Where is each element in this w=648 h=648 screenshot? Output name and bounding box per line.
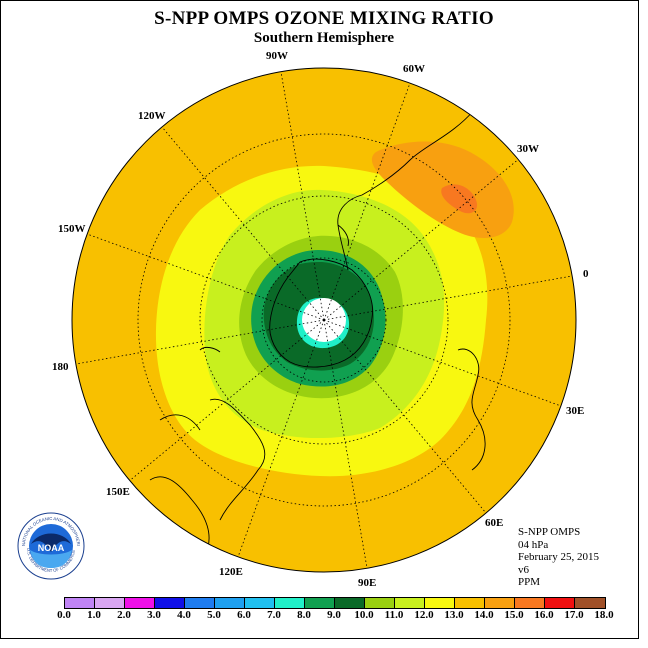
colorbar-tick-label: 0.0	[57, 609, 71, 621]
map-boundary	[71, 67, 577, 573]
info-units: PPM	[518, 576, 541, 588]
colorbar-swatch	[245, 598, 275, 608]
figure-frame	[0, 0, 639, 639]
colorbar-swatch	[125, 598, 155, 608]
map-title: S-NPP OMPS OZONE MIXING RATIO	[154, 8, 494, 29]
colorbar-tick-label: 7.0	[267, 609, 281, 621]
lon-label-30e: 30E	[566, 405, 585, 417]
colorbar-tick-label: 1.0	[87, 609, 101, 621]
colorbar-tick-label: 2.0	[117, 609, 131, 621]
lon-label-0: 0	[583, 268, 589, 280]
colorbar-tick-label: 6.0	[237, 609, 251, 621]
colorbar-tick-label: 12.0	[414, 609, 434, 621]
colorbar-swatch	[365, 598, 395, 608]
colorbar-swatch	[155, 598, 185, 608]
lon-label-90e: 90E	[358, 577, 377, 589]
contour-16ppm	[441, 184, 478, 214]
lon-label-150e: 150E	[106, 486, 130, 498]
colorbar-swatch	[185, 598, 215, 608]
lon-label-120w: 120W	[138, 110, 166, 122]
lon-label-120e: 120E	[219, 566, 243, 578]
lon-label-60w: 60W	[403, 63, 425, 75]
product-info: S-NPP OMPS 04 hPa February 25, 2015 v6 P…	[518, 526, 599, 589]
colorbar-swatch	[65, 598, 95, 608]
colorbar-tick-label: 17.0	[564, 609, 584, 621]
colorbar-swatch	[395, 598, 425, 608]
lon-label-90w: 90W	[266, 50, 288, 62]
colorbar-swatch	[335, 598, 365, 608]
info-date: February 25, 2015	[518, 551, 599, 563]
colorbar-tick-label: 18.0	[594, 609, 614, 621]
colorbar-tick-label: 3.0	[147, 609, 161, 621]
colorbar-ticks: 0.0 1.0 2.0 3.0 4.0 5.0 6.0 7.0 8.0 9.0 10.0 11.0 12…	[52, 609, 614, 623]
colorbar-tick-label: 9.0	[327, 609, 341, 621]
lon-label-150w: 150W	[58, 223, 86, 235]
colorbar-swatch	[305, 598, 335, 608]
colorbar	[64, 597, 606, 609]
colorbar-swatch	[95, 598, 125, 608]
colorbar-tick-label: 15.0	[504, 609, 524, 621]
colorbar-tick-label: 14.0	[474, 609, 494, 621]
colorbar-tick-label: 16.0	[534, 609, 554, 621]
colorbar-swatch	[515, 598, 545, 608]
info-version: v6	[518, 563, 529, 576]
colorbar-tick-label: 8.0	[297, 609, 311, 621]
lon-label-30w: 30W	[517, 143, 539, 155]
logo-text: NOAA	[38, 543, 65, 553]
info-instrument: S-NPP OMPS	[518, 526, 581, 538]
colorbar-tick-label: 10.0	[354, 609, 374, 621]
noaa-logo: NATIONAL OCEANIC AND ATMOSPHERIC ADMINIS…	[17, 512, 85, 580]
graticule	[75, 71, 573, 569]
coastlines	[149, 91, 489, 556]
colorbar-tick-label: 11.0	[384, 609, 404, 621]
colorbar-tick-label: 13.0	[444, 609, 464, 621]
colorbar-tick-label: 5.0	[207, 609, 221, 621]
map-subtitle: Southern Hemisphere	[253, 30, 395, 46]
colorbar-swatch	[455, 598, 485, 608]
info-level: 04 hPa	[518, 538, 549, 551]
lon-label-60e: 60E	[485, 517, 504, 529]
colorbar-swatch	[275, 598, 305, 608]
colorbar-swatch	[425, 598, 455, 608]
colorbar-swatch	[545, 598, 575, 608]
colorbar-swatch	[215, 598, 245, 608]
colorbar-swatch	[485, 598, 515, 608]
colorbar-tick-label: 4.0	[177, 609, 191, 621]
lon-label-180: 180	[52, 361, 69, 373]
colorbar-swatch	[575, 598, 605, 608]
